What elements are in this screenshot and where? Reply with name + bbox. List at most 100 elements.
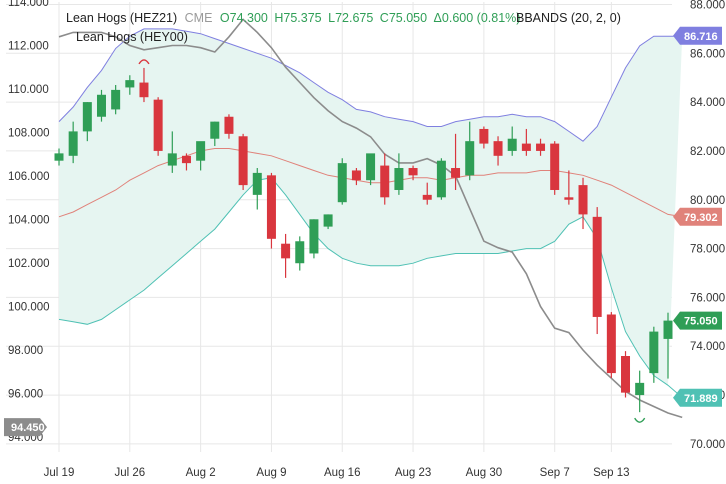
x-tick-label: Aug 2 [186, 467, 216, 479]
open-value: O74.300 [220, 11, 268, 25]
candle [493, 136, 503, 166]
candle-body [196, 141, 206, 161]
right-tick-label: 88.000 [690, 0, 725, 11]
right-tick-label: 78.000 [690, 244, 725, 256]
candle [366, 153, 376, 186]
bb-middle-flag-bg [673, 207, 722, 226]
candle-body [663, 320, 673, 339]
candle-body [578, 185, 588, 215]
candle-body [550, 143, 560, 190]
close-value: C75.050 [380, 11, 427, 25]
candle [479, 126, 489, 149]
candle [394, 153, 404, 195]
candle [153, 97, 163, 156]
right-tick-label: 82.000 [690, 146, 725, 158]
bb-middle-flag: 79.302 [673, 207, 722, 226]
candle [536, 138, 546, 156]
candle [649, 326, 659, 383]
left-tick-label: 98.000 [8, 345, 43, 357]
candle [309, 219, 319, 259]
candle [252, 168, 262, 210]
candle [507, 126, 517, 156]
candle-body [507, 138, 517, 151]
candle [224, 114, 234, 139]
left-tick-label: 108.000 [8, 127, 50, 139]
band-area [59, 28, 683, 386]
candle [578, 177, 588, 230]
candle-body [54, 153, 64, 161]
close-flag-bg [673, 311, 722, 330]
bb-lower-flag-bg [673, 388, 722, 407]
candle [196, 141, 206, 171]
candle [592, 207, 602, 335]
bb-upper-flag-bg [673, 26, 722, 45]
low-value: L72.675 [328, 11, 373, 25]
candle-body [238, 136, 248, 186]
candle-body [295, 241, 305, 264]
right-tick-label: 86.000 [690, 48, 725, 60]
x-tick-label: Aug 30 [466, 467, 502, 479]
candle-body [479, 128, 489, 144]
right-tick-label: 76.000 [690, 292, 725, 304]
candle [663, 312, 673, 379]
candle-body [96, 94, 106, 117]
left-tick-label: 102.000 [8, 258, 50, 270]
candle-body [621, 356, 631, 393]
hey00-flag-text: 94.450 [11, 422, 45, 434]
bb-middle-flag-text: 79.302 [684, 212, 718, 224]
candle [408, 165, 418, 181]
secondary-series-label: Lean Hogs (HEY00) [76, 30, 188, 44]
candle [281, 233, 291, 278]
candle-body [82, 102, 92, 132]
candle-body [167, 153, 177, 166]
x-tick-label: Aug 23 [395, 467, 431, 479]
bollinger-band-fill [59, 28, 683, 386]
candle-body [68, 131, 78, 156]
left-tick-label: 106.000 [8, 171, 50, 183]
bb-lower-flag: 71.889 [673, 388, 722, 407]
x-tick-label: Sep 7 [540, 467, 570, 479]
right-tick-label: 70.000 [690, 439, 725, 451]
candle-body [564, 197, 574, 200]
candle [465, 121, 475, 181]
left-axis: 114.000 112.000 110.000 108.000 106.000 104.0… [8, 0, 50, 444]
left-tick-label: 96.000 [8, 388, 43, 400]
symbol-title: Lean Hogs (HEZ21) [66, 11, 177, 25]
x-tick-label: Sep 13 [593, 467, 629, 479]
extreme-markers [138, 59, 646, 423]
candle [238, 133, 248, 190]
right-tick-label: 74.000 [690, 341, 725, 353]
legend: Lean Hogs (HEZ21) CME O74.300 H75.375 L7… [66, 11, 621, 44]
candle-body [309, 219, 319, 254]
bb-upper-line [58, 28, 683, 142]
candle-body [366, 153, 376, 181]
x-tick-label: Aug 9 [256, 467, 286, 479]
candle [295, 236, 305, 271]
left-tick-label: 114.000 [8, 0, 49, 9]
right-tick-label: 84.000 [690, 97, 725, 109]
candle-body [521, 143, 531, 151]
candle-body [323, 214, 333, 227]
change-value: Δ0.600 (0.81%) [434, 11, 521, 25]
high-marker [138, 59, 150, 65]
candle-body [181, 155, 191, 164]
close-flag-text: 75.050 [684, 316, 718, 328]
candle [96, 89, 106, 122]
candle-body [394, 168, 404, 190]
candle-body [125, 80, 135, 88]
candle [564, 170, 574, 205]
candle-body [266, 175, 276, 239]
left-tick-label: 112.000 [8, 40, 49, 52]
candle-body [536, 143, 546, 151]
bb-lower-flag-text: 71.889 [684, 393, 718, 405]
candle [167, 131, 177, 173]
candle-body [139, 82, 149, 98]
candle-body [380, 165, 390, 198]
candle-body [592, 216, 602, 317]
candle [621, 351, 631, 398]
candle-body [493, 141, 503, 156]
close-flag: 75.050 [673, 311, 722, 330]
hey00-flag: 94.450 [4, 418, 47, 437]
candle [139, 67, 149, 103]
candle [82, 102, 92, 142]
